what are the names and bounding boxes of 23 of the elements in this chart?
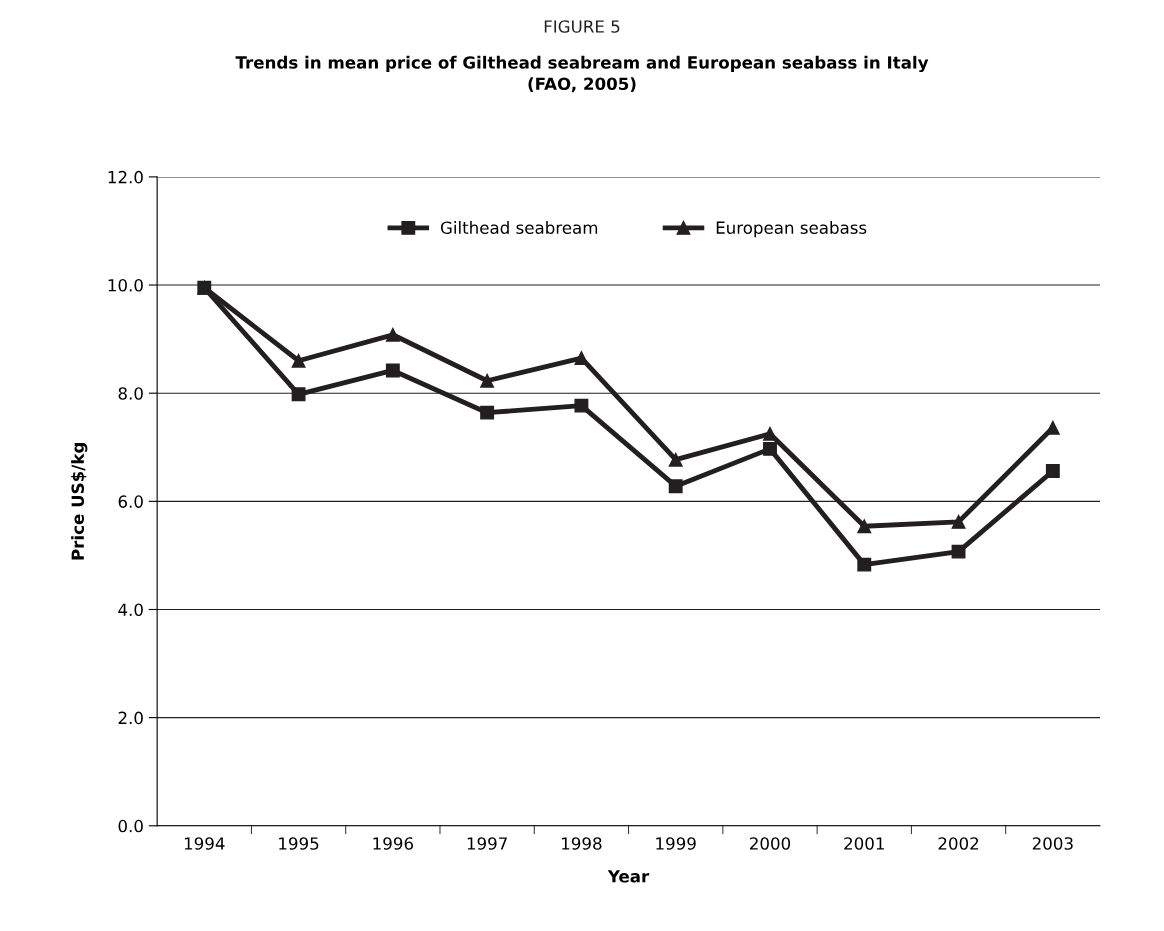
x-axis-title: Year bbox=[607, 870, 650, 883]
legend-label: Gilthead seabream bbox=[440, 221, 598, 234]
x-tick-label: 2003 bbox=[1032, 837, 1073, 850]
y-tick-label: 6.0 bbox=[118, 495, 143, 508]
y-tick-label: 8.0 bbox=[118, 387, 143, 400]
legend-label: European seabass bbox=[716, 221, 867, 238]
y-tick-label: 10.0 bbox=[108, 279, 143, 292]
x-tick-label: 2002 bbox=[938, 837, 979, 850]
x-tick-label: 1999 bbox=[656, 837, 696, 850]
x-tick-label: 1996 bbox=[373, 837, 414, 850]
chart-title: FIGURE 5 bbox=[544, 20, 620, 33]
chart-subtitle: Trends in mean price of Gilthead seabream and European seabass in Italy (FAO, 2005) bbox=[235, 55, 929, 93]
x-tick-label: 1994 bbox=[184, 837, 225, 850]
x-tick-label: 1997 bbox=[467, 837, 507, 850]
x-tick-label: 1995 bbox=[279, 837, 319, 850]
y-tick-label: 0.0 bbox=[118, 819, 143, 833]
y-tick-label: 12.0 bbox=[108, 170, 143, 184]
y-tick-label: 2.0 bbox=[118, 711, 143, 725]
y-tick-label: 4.0 bbox=[118, 603, 143, 617]
x-tick-label: 2000 bbox=[750, 837, 791, 850]
x-tick-label: 2001 bbox=[844, 837, 884, 850]
y-axis-title: Price US$/kg bbox=[71, 443, 88, 560]
x-tick-label: 1998 bbox=[562, 837, 602, 850]
